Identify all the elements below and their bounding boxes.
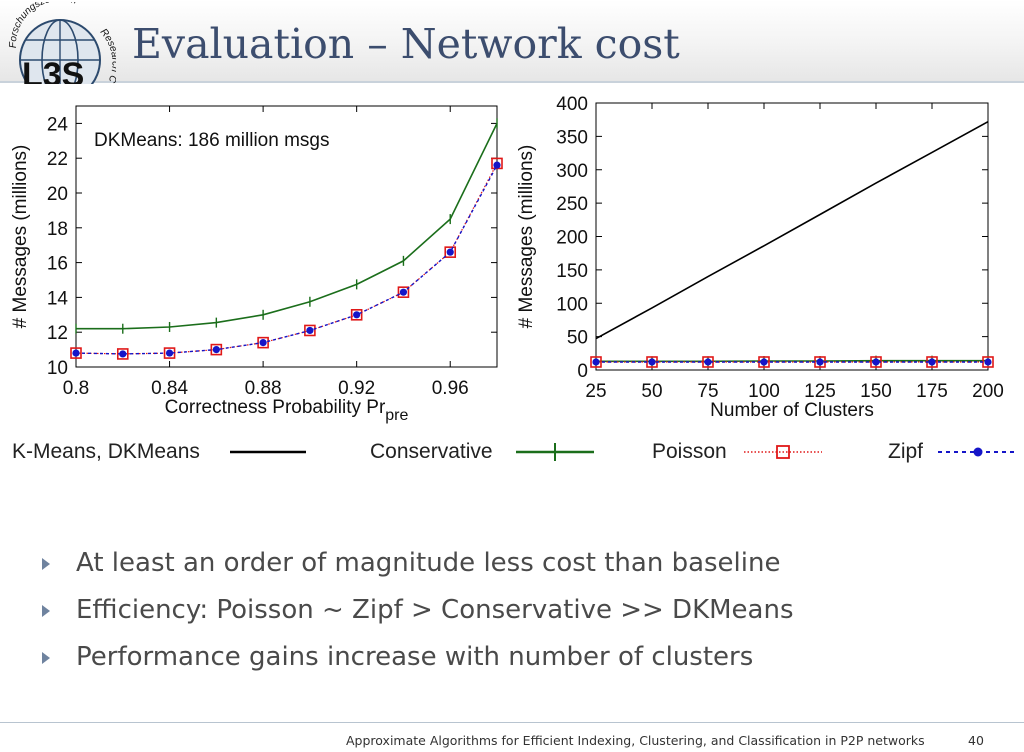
point-poisson: [210, 343, 223, 356]
title-bar: [0, 0, 1024, 82]
y-tick-label: 200: [556, 228, 588, 249]
bullet-item: At least an order of magnitude less cost…: [42, 548, 794, 595]
point-zipf: [212, 346, 220, 354]
y-tick-label: 12: [47, 323, 68, 344]
x-tick-label: 125: [804, 381, 836, 402]
y-tick-label: 50: [567, 328, 588, 349]
point-poisson: [70, 347, 82, 359]
point-zipf: [760, 358, 768, 366]
x-axis-label: Number of Clusters: [710, 400, 874, 421]
footer-text: Approximate Algorithms for Efficient Ind…: [346, 733, 925, 748]
y-tick-label: 22: [47, 149, 68, 170]
page-number: 40: [968, 733, 984, 748]
point-zipf: [165, 349, 174, 357]
point-zipf: [306, 326, 314, 335]
point-poisson: [304, 324, 316, 337]
bullet-arrow-icon: [42, 605, 50, 617]
bullet-item: Efficiency: Poisson ~ Zipf > Conservativ…: [42, 595, 794, 642]
x-tick-label: 0.92: [338, 378, 375, 399]
point-zipf: [816, 358, 824, 366]
point-zipf: [353, 311, 361, 319]
point-zipf: [119, 350, 127, 358]
legend-label-poisson: Poisson: [652, 440, 727, 463]
x-tick-label: 175: [916, 381, 948, 402]
point-zipf: [592, 358, 600, 366]
point-zipf: [872, 358, 880, 366]
legend-swatch-conservative: [516, 443, 594, 461]
point-zipf: [984, 358, 992, 366]
y-tick-label: 300: [556, 161, 588, 182]
y-tick-label: 16: [47, 254, 68, 275]
point-zipf: [259, 339, 267, 347]
x-tick-label: 0.96: [432, 378, 469, 399]
logo-letters: L3S: [22, 56, 84, 84]
y-tick-label: 14: [47, 288, 69, 309]
y-tick-label: 0: [577, 361, 588, 382]
point-zipf: [399, 288, 408, 296]
series-line-k-means-dkmeans: [595, 120, 989, 340]
point-zipf: [493, 161, 501, 169]
x-tick-label: 0.84: [151, 378, 188, 399]
slide-title: Evaluation – Network cost: [132, 20, 680, 68]
x-tick-label: 0.8: [63, 378, 89, 399]
y-tick-label: 20: [47, 184, 68, 205]
x-tick-label: 150: [860, 381, 892, 402]
bullet-list: At least an order of magnitude less cost…: [42, 548, 794, 689]
chart-clusters: 0 50 100 150 200 250 300 350 400 25 50 75 100 125 150 1…: [516, 94, 1004, 421]
bullet-arrow-icon: [42, 652, 50, 664]
x-tick-label: 0.88: [245, 378, 282, 399]
y-axis-label: # Messages (millions): [516, 145, 537, 329]
point-poisson: [116, 348, 129, 360]
x-tick-label: 100: [748, 381, 780, 402]
y-tick-label: 400: [556, 94, 588, 115]
point-zipf: [928, 358, 936, 366]
y-axis-label: # Messages (millions): [10, 145, 31, 329]
legend-swatch-zipf: [938, 447, 1014, 457]
legend-label-zipf: Zipf: [888, 440, 924, 463]
footer-divider: [0, 722, 1024, 723]
y-tick-label: 100: [556, 294, 588, 315]
legend-label-kmeans: K-Means, DKMeans: [12, 440, 200, 463]
point-zipf: [648, 358, 656, 366]
y-tick-label: 350: [556, 127, 588, 148]
series-line-zipf: [75, 164, 498, 355]
legend-swatch-poisson: [744, 445, 822, 459]
y-tick-label: 18: [47, 219, 68, 240]
x-tick-label: 50: [641, 381, 662, 402]
title-divider: [0, 81, 1024, 83]
l3s-logo: Forschungszentrum Research C L3S: [4, 2, 116, 84]
y-tick-label: 10: [47, 358, 68, 379]
legend-swatch-kmeans: [230, 450, 306, 454]
x-axis-label-subscript: pre: [385, 407, 408, 424]
plot-frame: [595, 102, 989, 371]
series-line-conservative: [596, 359, 988, 363]
y-tick-label: 250: [556, 194, 588, 215]
legend-label-conservative: Conservative: [370, 440, 493, 463]
chart-legend: K-Means, DKMeans Conservative Poisson Zi…: [0, 434, 1024, 468]
point-poisson: [350, 308, 363, 321]
y-tick-label: 24: [47, 114, 69, 135]
x-tick-label: 200: [972, 381, 1004, 402]
x-tick-label: 75: [697, 381, 718, 402]
point-zipf: [704, 358, 712, 366]
y-tick-label: 150: [556, 261, 588, 282]
bullet-item: Performance gains increase with number o…: [42, 642, 794, 689]
x-tick-label: 25: [585, 381, 606, 402]
point-poisson: [444, 246, 457, 258]
point-poisson: [397, 286, 410, 298]
chart-annotation: DKMeans: 186 million msgs: [94, 130, 329, 151]
point-zipf: [446, 248, 454, 256]
point-poisson: [590, 356, 602, 368]
plot-frame: [75, 105, 498, 368]
series-line-conservative: [76, 123, 498, 330]
bullet-arrow-icon: [42, 558, 50, 570]
point-zipf: [72, 349, 80, 357]
